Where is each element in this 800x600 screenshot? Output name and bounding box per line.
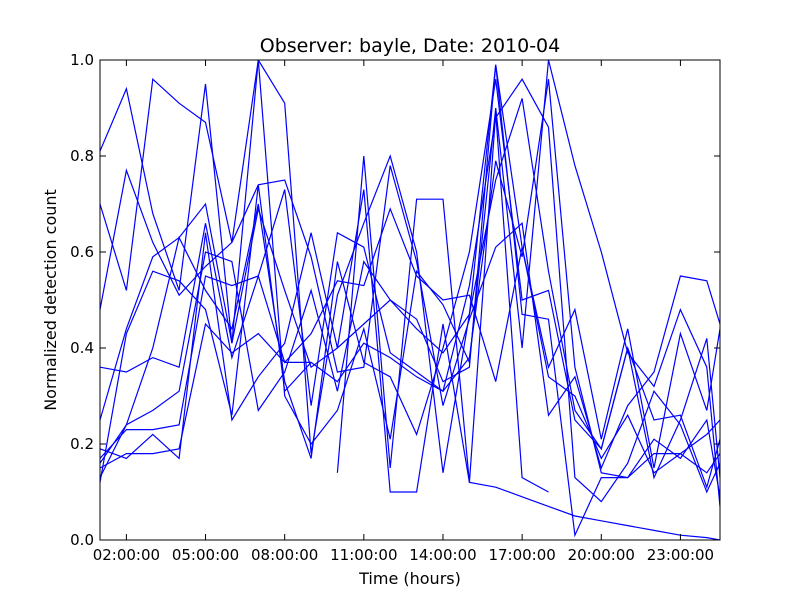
y-axis-label: Normalized detection count	[41, 189, 60, 411]
y-tick-label: 0.6	[70, 243, 94, 261]
x-axis-label: Time (hours)	[358, 569, 461, 588]
x-tick-label: 11:00:00	[330, 546, 397, 564]
y-tick-label: 0.0	[70, 531, 94, 549]
x-axis-ticks: 02:00:00 05:00:00 08:00:00 11:00:00 14:00:00…	[93, 60, 714, 564]
series-line-3	[100, 165, 720, 470]
chart-title: Observer: bayle, Date: 2010-04	[260, 35, 561, 57]
series-line-6	[100, 79, 720, 480]
series-line-1	[100, 64, 720, 474]
x-tick-label: 14:00:00	[409, 546, 476, 564]
x-tick-label: 02:00:00	[93, 546, 160, 564]
series-layer	[100, 60, 720, 540]
y-tick-label: 0.2	[70, 435, 94, 453]
series-line-10	[100, 79, 720, 479]
x-tick-label: 05:00:00	[172, 546, 239, 564]
x-tick-label: 17:00:00	[488, 546, 555, 564]
series-line-7	[100, 189, 720, 540]
x-tick-label: 23:00:00	[647, 546, 714, 564]
series-line-11	[336, 112, 549, 493]
y-tick-label: 0.4	[70, 339, 94, 357]
series-line-9	[100, 78, 720, 503]
series-line-8	[100, 207, 720, 469]
series-line-12	[100, 184, 312, 483]
x-tick-label: 20:00:00	[568, 546, 635, 564]
x-tick-label: 08:00:00	[251, 546, 318, 564]
y-tick-label: 1.0	[70, 51, 94, 69]
series-line-2	[100, 60, 720, 507]
plot-frame	[99, 59, 721, 541]
y-axis-ticks: 0.0 0.2 0.4 0.6 0.8 1.0	[70, 51, 720, 549]
y-tick-label: 0.8	[70, 147, 94, 165]
